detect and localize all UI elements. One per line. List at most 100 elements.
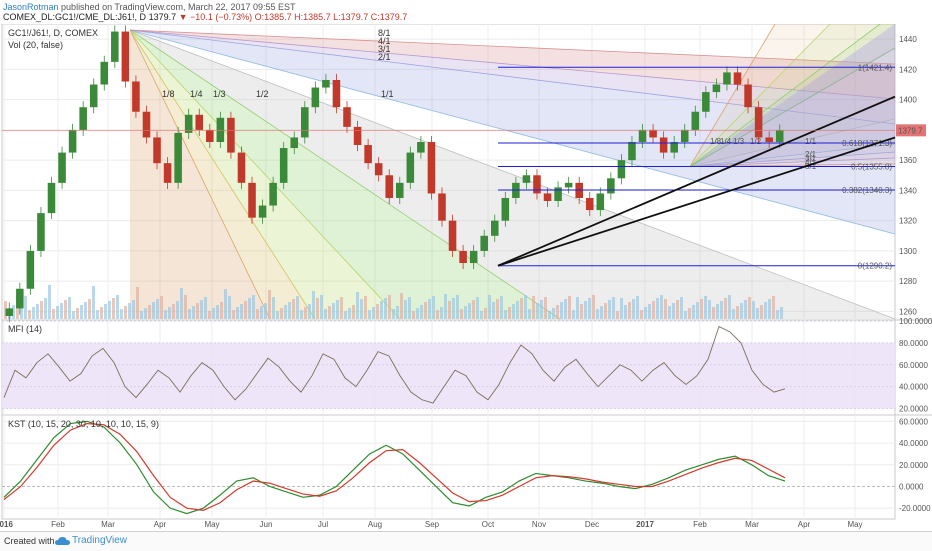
volume-bar — [584, 301, 587, 319]
volume-bar — [252, 295, 255, 319]
volume-bar — [680, 297, 683, 319]
candle-body — [480, 235, 488, 251]
gann-fan-label: 1/4 — [720, 137, 732, 146]
gann-fan-zone — [690, 24, 895, 167]
volume-bar — [760, 305, 763, 319]
candle-body — [691, 111, 700, 130]
gann-fan-label: 2/1 — [378, 52, 391, 62]
x-tick-label: Apr — [798, 520, 811, 529]
volume-bar — [464, 306, 467, 319]
volume-bar — [324, 309, 327, 319]
volume-bar — [124, 306, 127, 319]
candle-body — [596, 193, 605, 211]
volume-bar — [204, 297, 207, 319]
x-tick-label: Oct — [482, 520, 495, 529]
author-link[interactable]: JasonRotman — [3, 2, 59, 12]
volume-bar — [552, 308, 555, 319]
candle-body — [206, 129, 214, 142]
volume-bar — [216, 305, 219, 319]
volume-bar — [92, 286, 95, 319]
volume-bar — [288, 302, 291, 319]
candle-body — [353, 126, 362, 146]
gann-fan-zone — [690, 24, 895, 167]
volume-bar — [572, 310, 575, 319]
volume-bar — [656, 298, 659, 319]
volume-bar — [20, 299, 23, 319]
volume-bar — [772, 296, 775, 319]
volume-bar — [620, 298, 623, 319]
publish-info: published on TradingView.com, March 22, … — [61, 2, 296, 12]
candle-body — [744, 84, 752, 108]
y-tick-label: 80.0000 — [899, 339, 928, 348]
y-tick-label: 1280 — [899, 277, 917, 286]
volume-bar — [100, 307, 103, 319]
gann-fan-line — [129, 29, 896, 235]
volume-bar — [708, 300, 711, 319]
candle-body — [638, 129, 647, 142]
volume-bar — [212, 308, 215, 319]
candle-body — [723, 72, 731, 85]
candle-body — [533, 175, 541, 194]
volume-bar — [336, 300, 339, 319]
gann-fan-label: 1/2 — [750, 137, 762, 146]
gann-fan-line — [689, 157, 896, 167]
tradingview-brand[interactable]: TradingView — [72, 535, 128, 546]
volume-bar — [328, 306, 331, 319]
chart-canvas[interactable]: 2016 Feb Mar Apr May Jun Jul Aug Sep Oct Nov Dec 201… — [0, 24, 932, 531]
candle-body — [184, 114, 193, 133]
volume-bar — [452, 298, 455, 319]
volume-bar — [780, 307, 783, 319]
volume-bar — [248, 298, 251, 319]
gann-fan-label: 3/1 — [805, 154, 817, 163]
volume-bar — [32, 307, 35, 319]
volume-bar — [156, 299, 159, 319]
gann-fan-label: 1/2 — [256, 89, 269, 99]
volume-bar — [104, 304, 107, 319]
volume-bar — [372, 307, 375, 319]
volume-bar — [500, 296, 503, 319]
gann-fan-line — [129, 29, 896, 320]
volume-bar — [412, 311, 415, 319]
candle-body — [111, 31, 119, 62]
volume-bar — [692, 305, 695, 319]
y-tick-label: 1420 — [899, 65, 917, 74]
volume-bar — [136, 287, 139, 319]
volume-bar — [436, 310, 439, 319]
y-tick-label: 1340 — [899, 186, 917, 195]
volume-bar — [384, 298, 387, 319]
volume-bar — [160, 296, 163, 319]
candle-body — [153, 137, 161, 164]
volume-bar — [748, 297, 751, 319]
volume-bar — [276, 311, 279, 319]
candle-body — [617, 160, 626, 179]
volume-bar — [556, 305, 559, 319]
volume-bar — [312, 291, 315, 319]
volume-bar — [16, 302, 19, 319]
volume-bar — [72, 311, 75, 319]
candle-body — [754, 107, 763, 138]
volume-bar — [408, 297, 411, 319]
mfi-line — [3, 325, 786, 404]
mfi-band — [2, 342, 895, 409]
volume-bar — [340, 297, 343, 319]
volume-bar — [168, 307, 171, 319]
volume-bar — [596, 309, 599, 319]
volume-bar — [524, 295, 527, 319]
fib-level-label: 0.618(1371.3) — [842, 139, 892, 148]
volume-bar — [332, 303, 335, 319]
volume-bar — [40, 301, 43, 319]
volume-bar — [316, 298, 319, 319]
volume-bar — [728, 295, 731, 319]
candle-body — [564, 182, 573, 188]
volume-bar — [144, 308, 147, 319]
created-with-label: Created with — [4, 536, 55, 546]
gann-fan-label: 4/1 — [378, 36, 391, 46]
volume-bar — [152, 302, 155, 319]
volume-bar — [300, 310, 303, 319]
volume-bar — [616, 311, 619, 319]
candle-body — [501, 197, 510, 221]
candle-body — [448, 220, 457, 251]
candle-body — [607, 178, 615, 194]
volume-bar — [624, 305, 627, 319]
volume-bar — [56, 306, 59, 319]
